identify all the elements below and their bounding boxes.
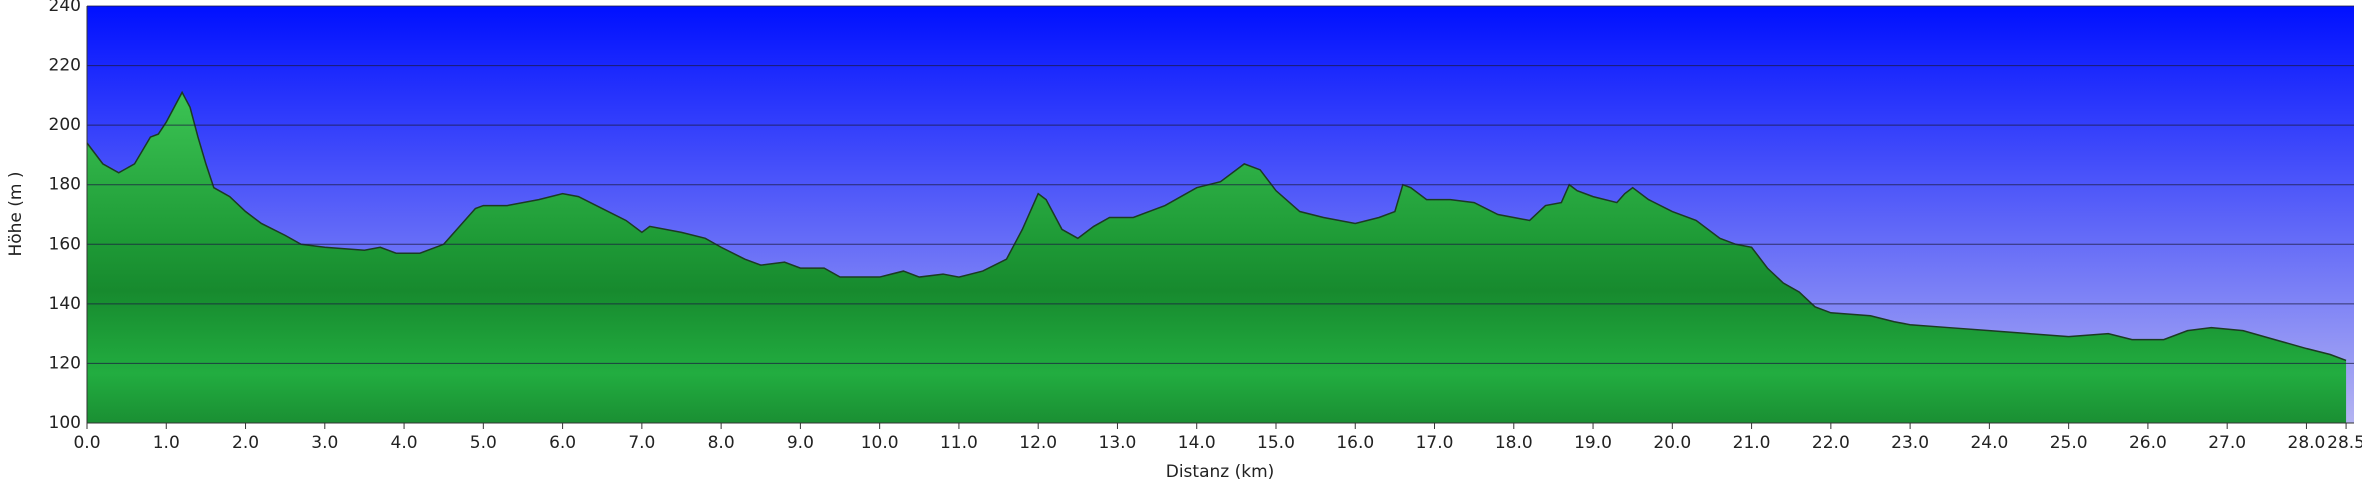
x-tick-label: 5.0 xyxy=(470,433,497,453)
y-tick-label: 120 xyxy=(49,353,81,373)
x-tick-label: 28.5 xyxy=(2327,433,2362,453)
x-tick-label: 6.0 xyxy=(549,433,576,453)
x-tick-label: 28.0 xyxy=(2288,433,2326,453)
x-tick-label: 17.0 xyxy=(1416,433,1454,453)
x-tick-label: 22.0 xyxy=(1812,433,1850,453)
x-tick-label: 11.0 xyxy=(940,433,978,453)
y-tick-label: 240 xyxy=(49,0,81,16)
elevation-line xyxy=(86,90,2347,362)
x-tick-label: 15.0 xyxy=(1257,433,1295,453)
x-tick-label: 14.0 xyxy=(1178,433,1216,453)
x-tick-label: 19.0 xyxy=(1574,433,1612,453)
x-tick-label: 26.0 xyxy=(2129,433,2167,453)
x-tick-label: 12.0 xyxy=(1019,433,1057,453)
y-axis-label: Höhe (m ) xyxy=(6,171,26,256)
y-tick-label: 180 xyxy=(49,175,81,195)
y-tick-label: 140 xyxy=(49,294,81,314)
x-tick-label: 7.0 xyxy=(628,433,655,453)
x-tick-label: 3.0 xyxy=(311,433,338,453)
x-tick-label: 0.0 xyxy=(73,433,100,453)
x-tick-label: 10.0 xyxy=(861,433,899,453)
x-tick-label: 1.0 xyxy=(153,433,180,453)
x-tick-label: 21.0 xyxy=(1733,433,1771,453)
y-tick-label: 200 xyxy=(49,115,81,135)
x-tick-label: 24.0 xyxy=(1970,433,2008,453)
x-tick-label: 20.0 xyxy=(1653,433,1691,453)
x-tick-label: 25.0 xyxy=(2050,433,2088,453)
x-tick-label: 18.0 xyxy=(1495,433,1533,453)
x-tick-label: 27.0 xyxy=(2208,433,2246,453)
x-tick-label: 2.0 xyxy=(232,433,259,453)
y-tick-label: 160 xyxy=(49,234,81,254)
x-tick-label: 8.0 xyxy=(708,433,735,453)
x-tick-label: 4.0 xyxy=(391,433,418,453)
y-tick-label: 100 xyxy=(49,413,81,433)
y-tick-label: 220 xyxy=(49,56,81,76)
x-tick-label: 9.0 xyxy=(787,433,814,453)
x-tick-label: 23.0 xyxy=(1891,433,1929,453)
x-tick-label: 16.0 xyxy=(1336,433,1374,453)
elevation-area xyxy=(87,92,2347,423)
x-axis-label: Distanz (km) xyxy=(1166,462,1275,482)
x-tick-label: 13.0 xyxy=(1099,433,1137,453)
